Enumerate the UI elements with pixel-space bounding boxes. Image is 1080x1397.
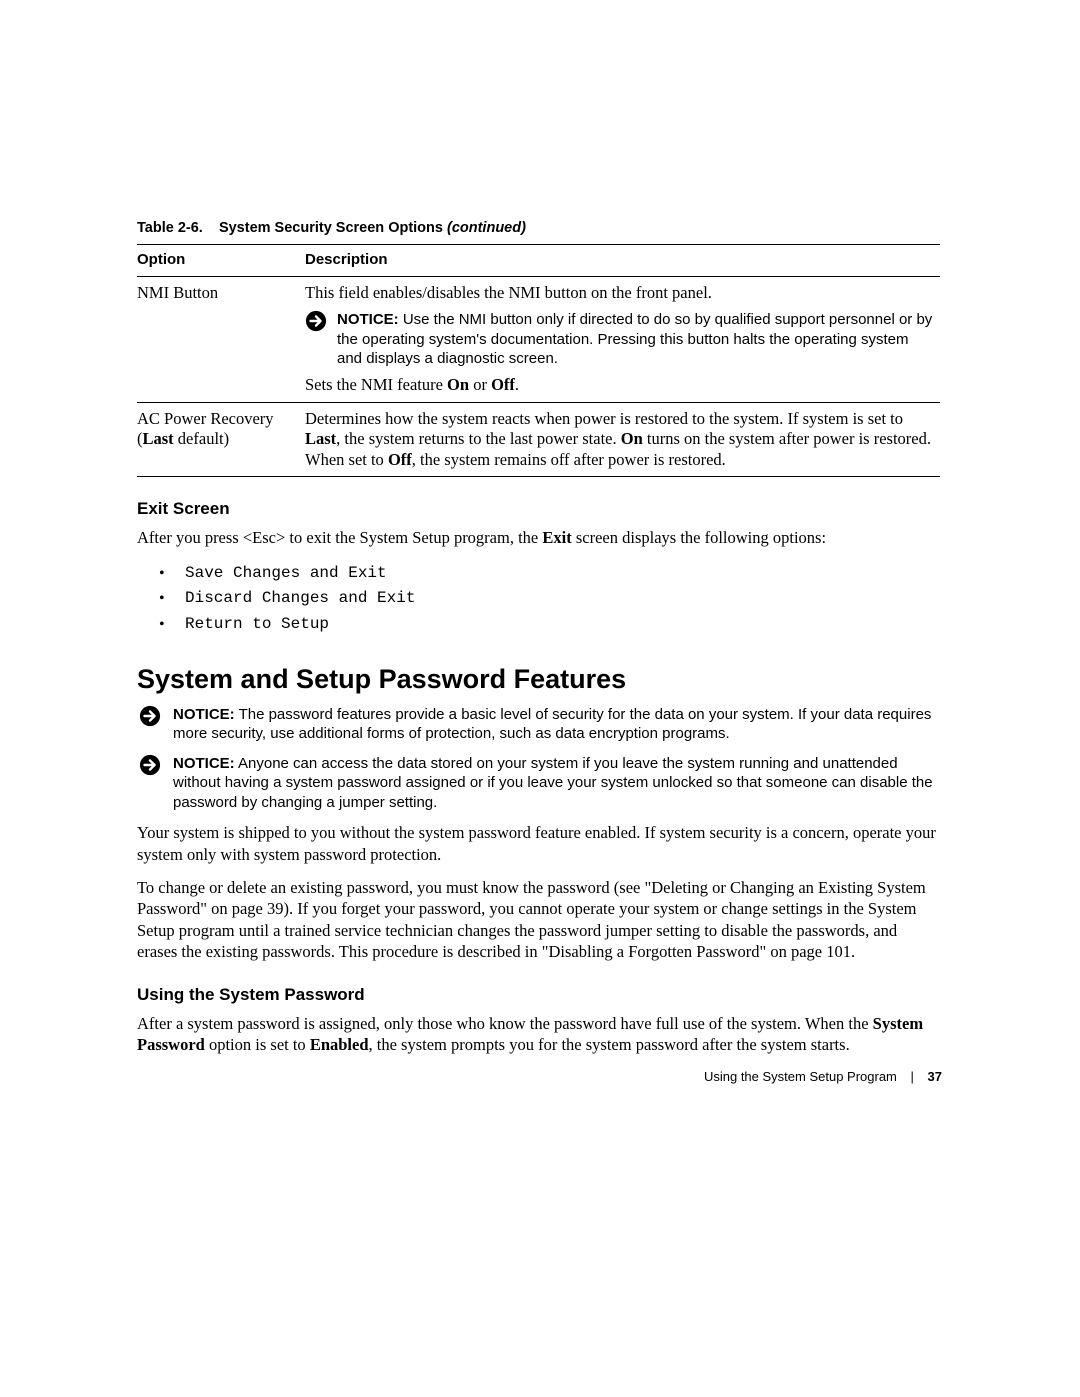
table-row: AC Power Recovery (Last default) Determi… [137,402,940,477]
options-table: Option Description NMI Button This field… [137,244,940,477]
table-number: Table 2-6. [137,220,203,236]
option-cell: NMI Button [137,276,305,402]
footer-text: Using the System Setup Program [704,1069,897,1084]
table-title: System Security Screen Options [219,220,443,236]
table-caption: Table 2-6. System Security Screen Option… [137,220,940,236]
list-item: Discard Changes and Exit [159,586,940,612]
notice-inline: NOTICE: Use the NMI button only if direc… [305,310,936,368]
password-para-1: Your system is shipped to you without th… [137,822,940,865]
using-password-para: After a system password is assigned, onl… [137,1013,940,1056]
notice-arrow-icon [139,754,165,813]
notice-body: NOTICE: The password features provide a … [173,705,940,744]
table-continued: (continued) [447,220,526,236]
notice-label: NOTICE: [173,706,235,723]
using-password-heading: Using the System Password [137,985,940,1005]
exit-options-list: Save Changes and Exit Discard Changes an… [159,561,940,638]
password-features-heading: System and Setup Password Features [137,664,940,695]
notice-arrow-icon [139,705,165,744]
notice-body: NOTICE: Anyone can access the data store… [173,754,940,813]
exit-screen-heading: Exit Screen [137,499,940,519]
notice-label: NOTICE: [337,311,399,328]
desc-text: Determines how the system reacts when po… [305,409,936,471]
notice-body-text: Use the NMI button only if directed to d… [337,311,932,366]
option-cell: AC Power Recovery (Last default) [137,402,305,477]
notice-arrow-icon [305,310,331,368]
notice-label: NOTICE: [173,755,235,772]
notice-text: Anyone can access the data stored on you… [173,755,933,811]
notice-text: The password features provide a basic le… [173,706,931,743]
password-para-2: To change or delete an existing password… [137,877,940,963]
desc-text: This field enables/disables the NMI butt… [305,283,936,304]
table-row: NMI Button This field enables/disables t… [137,276,940,402]
table-header-row: Option Description [137,245,940,277]
page-footer: Using the System Setup Program | 37 [704,1069,942,1084]
col-option-header: Option [137,245,305,277]
description-cell: This field enables/disables the NMI butt… [305,276,940,402]
option-default: (Last default) [137,429,229,448]
option-name: AC Power Recovery [137,409,274,428]
page-number: 37 [928,1069,942,1084]
col-description-header: Description [305,245,940,277]
page-content: Table 2-6. System Security Screen Option… [137,220,940,1068]
list-item: Return to Setup [159,612,940,638]
option-name: NMI Button [137,283,218,302]
description-cell: Determines how the system reacts when po… [305,402,940,477]
footer-separator: | [911,1069,914,1084]
notice-text: NOTICE: Use the NMI button only if direc… [337,310,936,368]
desc-text-after: Sets the NMI feature On or Off. [305,375,936,396]
exit-screen-intro: After you press <Esc> to exit the System… [137,527,940,548]
notice-block: NOTICE: The password features provide a … [137,705,940,744]
notice-block: NOTICE: Anyone can access the data store… [137,754,940,813]
list-item: Save Changes and Exit [159,561,940,587]
